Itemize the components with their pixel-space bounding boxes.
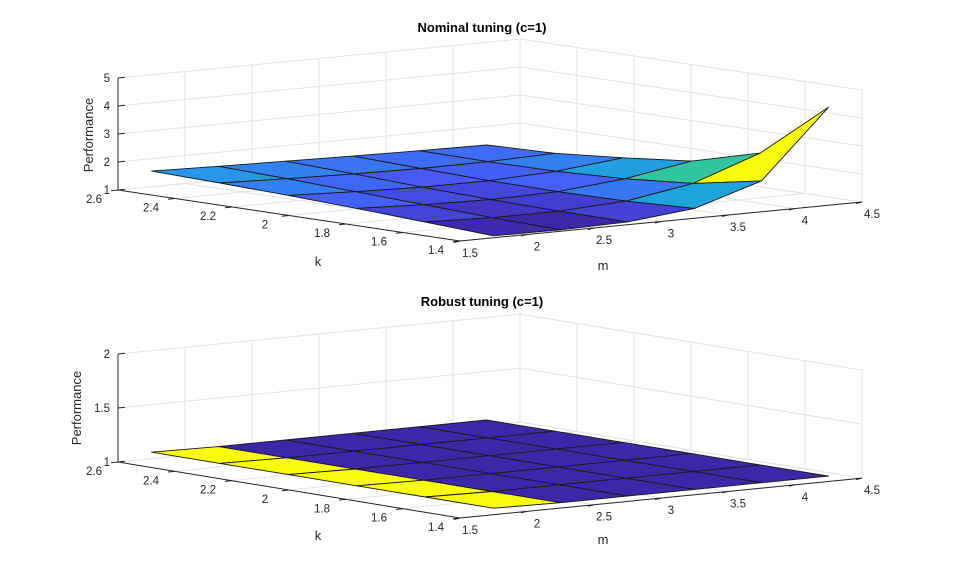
z-tick-mark <box>117 132 126 135</box>
k-tick-mark <box>224 480 233 482</box>
axes-robust-tuning: 1.4 1.6 1.8 2 2.2 2.4 2.6 1.5 2 2.5 3 3.5 4 4.5 1 1.5 2 R… <box>69 294 880 547</box>
k-tick-label: 2.2 <box>200 211 216 223</box>
z-tick-label: 4 <box>104 101 111 113</box>
grid-line <box>519 66 863 119</box>
k-tick-label: 1.6 <box>371 237 387 249</box>
surface-face <box>424 491 561 509</box>
z-tick-label: 1 <box>104 185 110 197</box>
grid-line <box>519 367 863 425</box>
k-axis-label: k <box>315 528 322 543</box>
z-tick-label: 1.5 <box>94 403 110 415</box>
m-tick-mark <box>855 477 863 481</box>
z-tick-mark <box>117 104 126 107</box>
m-tick-mark <box>721 490 729 494</box>
z-axis-label: Performance <box>81 98 96 172</box>
m-tick-mark <box>855 201 863 204</box>
k-axis-label: k <box>315 254 322 269</box>
m-tick-mark <box>788 208 796 211</box>
k-tick-label: 1.4 <box>428 245 445 257</box>
k-tick-mark <box>338 223 347 226</box>
k-tick-mark <box>167 198 176 200</box>
z-tick-label: 1 <box>104 457 110 469</box>
m-tick-mark <box>721 214 729 217</box>
k-tick-mark <box>395 508 404 510</box>
k-tick-mark <box>224 206 233 209</box>
grid-line <box>519 122 863 175</box>
m-tick-label: 4.5 <box>864 485 880 497</box>
z-tick-mark <box>117 352 126 355</box>
m-tick-mark <box>520 510 528 514</box>
k-tick-label: 2.6 <box>86 194 102 206</box>
m-tick-label: 4 <box>802 216 809 228</box>
k-tick-label: 2.4 <box>143 475 160 487</box>
m-tick-mark <box>654 221 662 224</box>
k-tick-mark <box>395 232 404 234</box>
k-tick-label: 2.6 <box>86 466 102 478</box>
m-tick-label: 2.5 <box>596 235 612 247</box>
m-tick-mark <box>587 504 595 507</box>
m-tick-mark <box>520 234 528 237</box>
surface-face <box>424 217 561 237</box>
axes-nominal-tuning: 1.4 1.6 1.8 2 2.2 2.4 2.6 1.5 2 2.5 3 3.5 4 4.5 1 2 3 4 5 N… <box>81 20 880 273</box>
chart-title: Nominal tuning (c=1) <box>418 20 547 35</box>
m-tick-label: 3 <box>668 229 674 241</box>
z-tick-mark <box>117 76 126 79</box>
k-tick-mark <box>110 189 119 192</box>
m-axis-label: m <box>598 258 609 273</box>
m-tick-mark <box>453 517 461 521</box>
k-tick-label: 2.4 <box>143 203 160 215</box>
z-axis-label: Performance <box>69 371 84 445</box>
k-tick-mark <box>281 489 290 492</box>
m-tick-mark <box>587 227 595 230</box>
m-axis-label: m <box>598 532 609 547</box>
z-tick-mark <box>117 460 126 463</box>
k-tick-mark <box>281 215 290 217</box>
grid-line <box>117 94 521 135</box>
k-tick-label: 1.8 <box>314 503 330 515</box>
z-tick-mark <box>117 406 126 409</box>
k-tick-label: 1.6 <box>371 513 387 525</box>
k-tick-label: 2 <box>262 494 268 506</box>
m-tick-label: 2.5 <box>596 512 612 524</box>
z-tick-label: 3 <box>104 129 110 141</box>
z-tick-label: 5 <box>104 73 110 85</box>
m-tick-label: 3.5 <box>730 498 746 510</box>
z-tick-label: 2 <box>104 349 110 361</box>
grid-line <box>117 122 521 163</box>
grid-line <box>519 38 863 91</box>
m-tick-label: 2 <box>534 518 540 530</box>
k-tick-label: 2.2 <box>200 485 216 497</box>
m-tick-label: 3.5 <box>730 222 746 234</box>
grid-line <box>117 367 521 409</box>
m-tick-label: 1.5 <box>462 525 478 537</box>
m-tick-label: 4 <box>802 492 809 504</box>
k-tick-label: 2 <box>262 220 268 232</box>
z-tick-label: 2 <box>104 157 110 169</box>
m-tick-mark <box>788 484 796 487</box>
m-tick-label: 4.5 <box>864 209 880 221</box>
m-tick-mark <box>453 240 461 243</box>
k-tick-mark <box>338 498 347 501</box>
k-tick-mark <box>167 470 176 473</box>
chart-title: Robust tuning (c=1) <box>421 294 543 309</box>
m-tick-label: 1.5 <box>462 248 478 260</box>
m-tick-label: 2 <box>534 242 540 254</box>
z-tick-mark <box>117 188 126 191</box>
grid-line <box>117 313 521 355</box>
grid-line <box>117 38 521 79</box>
grid-line <box>519 421 863 479</box>
k-tick-label: 1.8 <box>314 228 330 240</box>
m-tick-label: 3 <box>668 505 674 517</box>
grid-line <box>519 313 863 371</box>
grid-line <box>519 94 863 147</box>
z-tick-mark <box>117 160 126 163</box>
grid-line <box>117 66 521 107</box>
k-tick-mark <box>110 461 119 464</box>
m-tick-mark <box>654 497 662 501</box>
k-tick-label: 1.4 <box>428 522 445 534</box>
